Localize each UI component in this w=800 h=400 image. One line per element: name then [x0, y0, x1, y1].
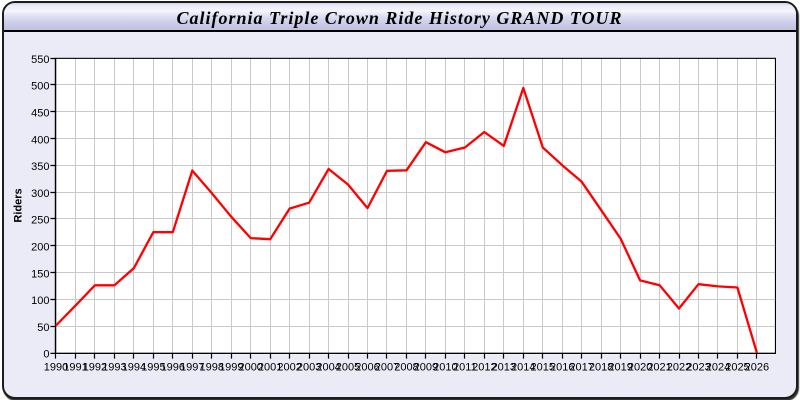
svg-text:2021: 2021: [647, 361, 671, 373]
svg-text:1995: 1995: [141, 361, 165, 373]
svg-text:Riders: Riders: [13, 188, 25, 222]
svg-text:1992: 1992: [83, 361, 107, 373]
svg-text:2007: 2007: [375, 361, 399, 373]
svg-text:2004: 2004: [316, 361, 340, 373]
svg-text:1990: 1990: [44, 361, 68, 373]
svg-text:550: 550: [31, 54, 49, 66]
svg-text:2006: 2006: [355, 361, 379, 373]
svg-text:2017: 2017: [569, 361, 593, 373]
svg-text:2005: 2005: [336, 361, 360, 373]
svg-text:2020: 2020: [628, 361, 652, 373]
svg-text:2008: 2008: [394, 361, 418, 373]
svg-text:250: 250: [31, 215, 49, 227]
svg-text:2018: 2018: [589, 361, 613, 373]
svg-text:2025: 2025: [725, 361, 749, 373]
svg-text:2026: 2026: [745, 361, 769, 373]
svg-text:1997: 1997: [180, 361, 204, 373]
svg-text:1998: 1998: [200, 361, 224, 373]
svg-text:2010: 2010: [433, 361, 457, 373]
svg-text:2011: 2011: [453, 361, 477, 373]
svg-text:2012: 2012: [472, 361, 496, 373]
svg-text:500: 500: [31, 81, 49, 93]
svg-text:2001: 2001: [258, 361, 282, 373]
svg-text:1994: 1994: [122, 361, 146, 373]
svg-text:150: 150: [31, 268, 49, 280]
svg-text:2015: 2015: [531, 361, 555, 373]
svg-text:2022: 2022: [667, 361, 691, 373]
svg-text:2016: 2016: [550, 361, 574, 373]
svg-text:200: 200: [31, 242, 49, 254]
svg-text:100: 100: [31, 295, 49, 307]
svg-text:450: 450: [31, 108, 49, 120]
svg-text:2013: 2013: [492, 361, 516, 373]
svg-text:300: 300: [31, 188, 49, 200]
svg-text:50: 50: [37, 322, 49, 334]
svg-text:2003: 2003: [297, 361, 321, 373]
svg-text:2002: 2002: [277, 361, 301, 373]
svg-text:1991: 1991: [63, 361, 87, 373]
svg-text:1999: 1999: [219, 361, 243, 373]
svg-text:2014: 2014: [511, 361, 535, 373]
svg-text:0: 0: [43, 349, 49, 361]
svg-text:2000: 2000: [238, 361, 262, 373]
svg-text:350: 350: [31, 161, 49, 173]
svg-text:2009: 2009: [414, 361, 438, 373]
svg-text:2024: 2024: [706, 361, 730, 373]
svg-text:2019: 2019: [608, 361, 632, 373]
svg-text:400: 400: [31, 134, 49, 146]
svg-text:1993: 1993: [102, 361, 126, 373]
svg-text:1996: 1996: [161, 361, 185, 373]
svg-text:2023: 2023: [686, 361, 710, 373]
